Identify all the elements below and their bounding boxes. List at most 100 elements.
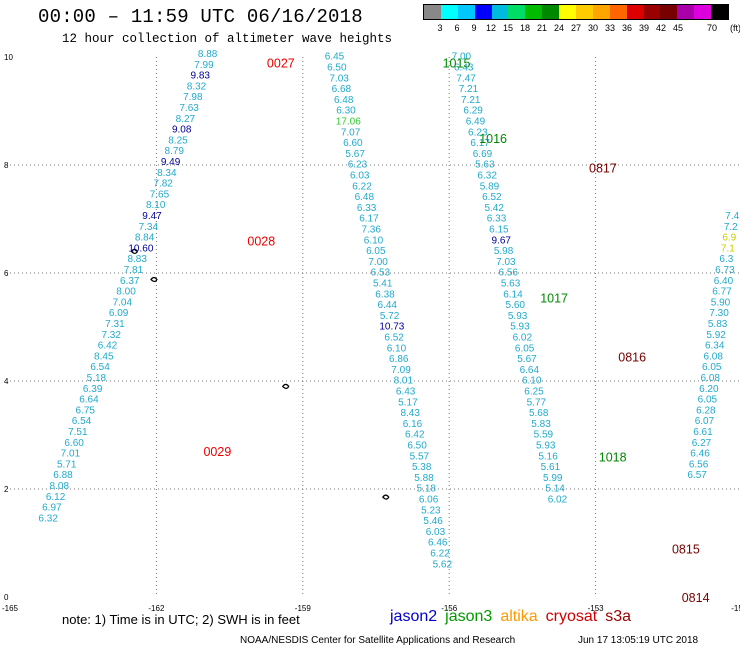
legend-tick-label: 42 [655, 23, 667, 33]
x-tick-label: -153 [588, 604, 605, 613]
x-tick-label: -159 [295, 604, 312, 613]
swh-value: 5.18 [87, 373, 107, 384]
swh-value: 7.47 [456, 73, 476, 84]
swh-value: 6.33 [487, 214, 507, 225]
swh-value: 6.16 [403, 419, 423, 430]
swh-value: 7.82 [153, 179, 173, 190]
swh-value: 6.15 [489, 225, 509, 236]
color-scale-legend: 3 6 9 12 15 18 21 24 27 30 33 36 39 42 45 70 [423, 4, 729, 36]
legend-tick-label: 3 [437, 23, 443, 33]
swh-value: 6.05 [698, 395, 718, 406]
island-1 [130, 248, 139, 254]
swh-value: 6.46 [690, 449, 710, 460]
swh-value: 10.60 [128, 243, 153, 254]
swh-value: 6.9 [722, 233, 736, 244]
satellite-legend-item: jason2 [390, 608, 438, 625]
pass-label: 1017 [540, 291, 568, 305]
y-tick-label: 6 [4, 269, 9, 278]
y-tick-label: 2 [4, 485, 9, 494]
swh-value: 7.98 [183, 92, 203, 103]
swh-value: 7.65 [150, 189, 170, 200]
swh-value: 6.37 [120, 276, 140, 287]
swh-value: 6.10 [364, 235, 384, 246]
page-subtitle: 12 hour collection of altimeter wave hei… [62, 32, 393, 46]
swh-value: 7.04 [113, 297, 133, 308]
swh-value: 7.07 [341, 127, 361, 138]
x-tick-label: -156 [441, 604, 458, 613]
swh-value: 8.01 [394, 376, 414, 387]
swh-value: 6.03 [350, 171, 370, 182]
swh-value: 6.05 [515, 343, 535, 354]
swh-value: 6.69 [473, 149, 493, 160]
legend-tick-label: 18 [519, 23, 531, 33]
swh-value: 6.14 [503, 289, 523, 300]
swh-value: 8.00 [116, 287, 136, 298]
swh-value: 6.40 [714, 276, 734, 287]
swh-value: 6.42 [405, 430, 425, 441]
swh-value: 6.56 [689, 459, 709, 470]
swh-value: 7.03 [329, 73, 349, 84]
pass-label: 0028 [247, 235, 275, 249]
legend-tick-label: 70 [706, 23, 718, 33]
x-tick-label: -15 [731, 604, 740, 613]
legend-tick-label: 30 [587, 23, 599, 33]
legend-swatch [525, 5, 543, 19]
pass-label: 0029 [203, 445, 231, 459]
swh-value: 6.02 [548, 495, 568, 506]
pass-label: 0814 [682, 591, 710, 605]
credit-line: NOAA/NESDIS Center for Satellite Applica… [240, 635, 516, 646]
swh-value: 6.97 [42, 503, 62, 514]
legend-swatch [559, 5, 577, 19]
swh-value: 7.99 [194, 60, 214, 71]
swh-value: 6.54 [72, 416, 92, 427]
footnote: note: 1) Time is in UTC; 2) SWH is in fe… [62, 612, 300, 627]
swh-value: 5.67 [517, 354, 537, 365]
legend-swatch [508, 5, 526, 19]
swh-value: 6.17 [470, 138, 490, 149]
swh-value: 5.98 [494, 246, 514, 257]
swh-value: 6.64 [520, 365, 540, 376]
satellite-legend-item: cryosat [545, 608, 598, 625]
island-4 [381, 494, 390, 500]
legend-swatch [711, 5, 729, 19]
swh-value: 6.30 [336, 106, 356, 117]
swh-value: 5.63 [475, 160, 495, 171]
swh-value: 5.41 [373, 279, 393, 290]
swh-value: 6.52 [384, 333, 404, 344]
swh-value: 7.21 [461, 95, 481, 106]
swh-value: 6.38 [375, 289, 395, 300]
swh-value: 5.57 [410, 451, 430, 462]
swh-value: 5.77 [527, 397, 547, 408]
swh-value: 7.00 [368, 257, 388, 268]
legend-tick-label: 36 [621, 23, 633, 33]
swh-value: 6.22 [352, 181, 372, 192]
swh-value: 6.08 [701, 373, 721, 384]
color-scale-ticks: 3 6 9 12 15 18 21 24 27 30 33 36 39 42 45 70 [423, 23, 729, 35]
legend-swatch [592, 5, 610, 19]
swh-value: 6.49 [466, 117, 486, 128]
swh-value: 8.10 [146, 200, 166, 211]
swh-value: 5.46 [423, 516, 443, 527]
legend-tick-label: 39 [638, 23, 650, 33]
swh-value: 6.48 [355, 192, 375, 203]
swh-value: 6.33 [357, 203, 377, 214]
page-title: 00:00 – 11:59 UTC 06/16/2018 [38, 6, 363, 28]
legend-swatch [542, 5, 560, 19]
swh-value: 6.02 [513, 333, 533, 344]
legend-tick-label: 15 [502, 23, 514, 33]
swh-value: 9.67 [491, 235, 511, 246]
swh-value: 6.43 [396, 387, 416, 398]
swh-value: 6.43 [454, 63, 474, 74]
swh-value: 6.10 [387, 343, 407, 354]
swh-value: 6.32 [477, 171, 497, 182]
swh-value: 7.03 [496, 257, 516, 268]
island-2 [150, 276, 158, 283]
swh-value: 6.56 [499, 268, 519, 279]
swh-value: 5.16 [538, 451, 558, 462]
legend-tick-label: 27 [570, 23, 582, 33]
swh-value: 7.1 [721, 243, 735, 254]
satellite-legend-item: s3a [605, 608, 632, 625]
swh-value: 7.36 [361, 225, 381, 236]
swh-value: 6.09 [109, 308, 129, 319]
pass-label: 1015 [443, 56, 471, 70]
